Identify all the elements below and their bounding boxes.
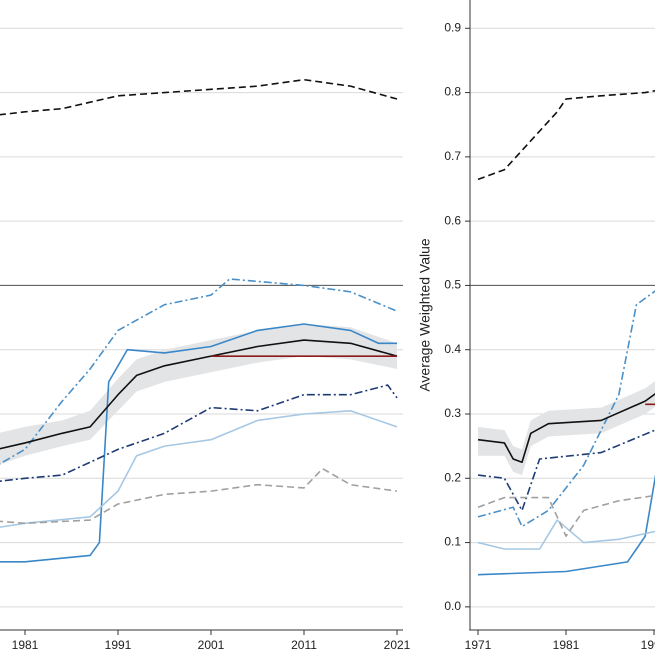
series-line [477,519,655,550]
series-line [477,429,655,512]
panel: 1971 1981 1991 0.0 0.1 0.2 0.3 0.4 0.5 0.6 0.7 0.8 0… [417,0,655,652]
series-line [0,278,398,465]
plot-area [469,27,655,608]
y-tick-label: 0.0 [444,599,461,613]
plot-area [0,27,403,608]
series-line [477,494,655,537]
x-tick-label: 1991 [641,638,655,652]
x-tick-label: 2021 [384,638,411,652]
x-tick-label: 2001 [198,638,225,652]
y-axis-title: Average Weighted Value [417,238,433,392]
series-line [0,467,398,525]
y-tick-label: 0.5 [444,278,461,292]
panel: 1971198119912001201120210.00.10.20.30.40… [0,27,411,652]
confidence-band [0,324,397,465]
y-tick-label: 0.2 [444,470,461,484]
series-line [0,339,398,450]
y-tick-label: 0.1 [444,535,461,549]
series-line [477,474,655,576]
series-line [477,392,655,464]
y-tick-label: 0.4 [444,342,461,356]
series-line [477,89,655,181]
x-tick-label: 2011 [291,638,317,652]
series-line [0,409,398,528]
y-tick-label: 0.9 [444,20,461,34]
x-tick-label: 1991 [105,638,132,652]
x-tick-label: 1981 [12,638,39,652]
y-tick-label: 0.6 [444,213,461,227]
series-line [0,323,397,563]
y-tick-label: 0.3 [444,406,461,420]
y-tick-label: 0.8 [444,85,461,99]
x-tick-label: 1981 [553,638,580,652]
y-tick-label: 0.7 [444,149,461,163]
x-tick-label: 1971 [465,638,492,652]
confidence-band [478,381,655,476]
series-line [477,290,655,528]
